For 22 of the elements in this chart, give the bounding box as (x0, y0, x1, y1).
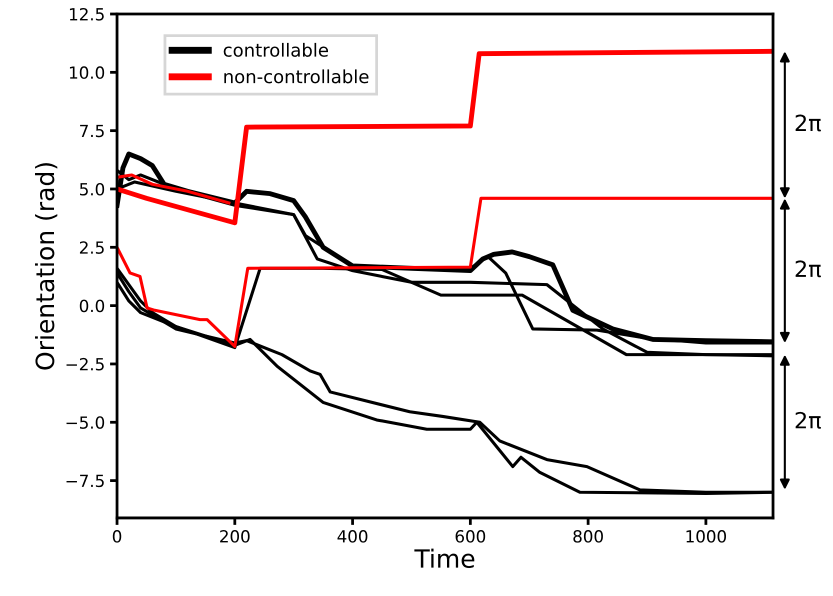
legend-label: controllable (224, 42, 328, 57)
y-axis-title: Orientation (rad) (35, 163, 58, 370)
text: 2π (796, 114, 821, 132)
x-tick-label: 600 (456, 530, 486, 543)
y-tick-label: 7.5 (80, 124, 104, 138)
x-tick-label: 200 (220, 530, 250, 543)
x-tick-label: 0 (112, 530, 122, 543)
text: 2π (796, 260, 821, 278)
x-tick-label: 1000 (686, 530, 726, 543)
text: 2π (796, 412, 821, 429)
y-tick-label: 2.5 (80, 241, 104, 254)
x-tick-label: 400 (337, 530, 368, 543)
x-tick-label: 800 (573, 530, 603, 543)
y-tick-label: −7.5 (66, 474, 104, 488)
y-tick-label: 5.0 (80, 182, 104, 196)
y-tick-label: 12.5 (70, 8, 104, 21)
y-tick-label: 10.0 (70, 66, 104, 79)
y-tick-label: 0.0 (80, 300, 104, 312)
x-axis-title: Time (414, 548, 474, 568)
legend-label: non-controllable (224, 69, 368, 84)
y-tick-label: −2.5 (66, 358, 104, 371)
y-tick-label: −5.0 (66, 416, 104, 429)
